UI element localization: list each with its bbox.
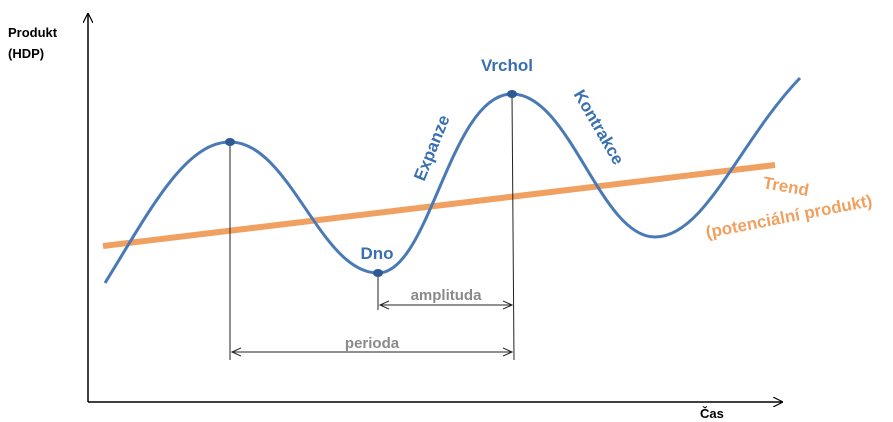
- peak-point: [507, 90, 517, 98]
- trend-sublabel: (potenciální produkt): [704, 191, 874, 242]
- peak-point: [225, 138, 235, 146]
- period-label: perioda: [345, 335, 400, 352]
- x-axis-label: Čas: [700, 406, 724, 421]
- y-axis-label: Produkt: [8, 25, 58, 40]
- trend-line: [102, 162, 776, 249]
- trend-label: Trend: [762, 173, 811, 200]
- trough-point: [373, 269, 383, 277]
- cycle-curve: [103, 76, 802, 284]
- guides: [229, 93, 515, 361]
- trough-label: Dno: [360, 244, 393, 263]
- peak-label: Vrchol: [481, 56, 533, 75]
- y-axis-label: (HDP): [8, 46, 44, 61]
- amplitude-label: amplituda: [411, 287, 482, 304]
- guide-line: [511, 93, 515, 361]
